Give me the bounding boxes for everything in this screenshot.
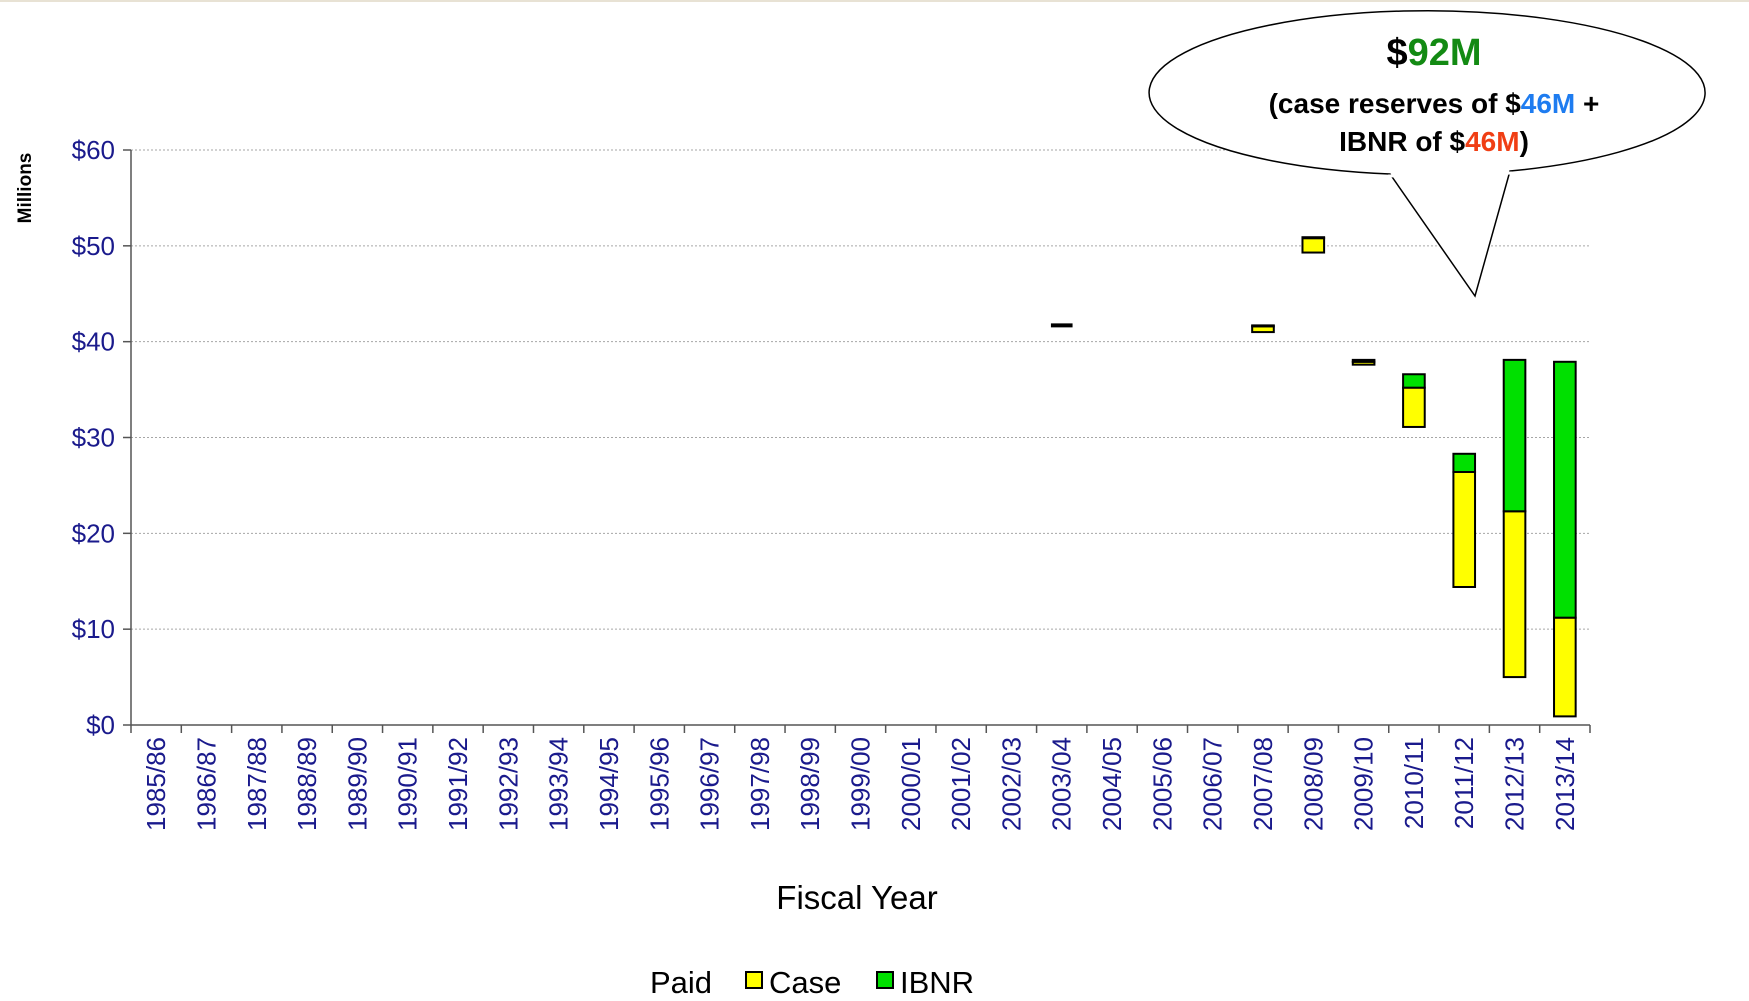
x-tick-label: 2007/08 (1248, 737, 1278, 831)
ibnr-bar (1452, 452, 1477, 473)
x-tick-label: 1987/88 (242, 737, 272, 831)
x-tick-label: 1988/89 (292, 737, 322, 831)
callout-bubble-mask (1387, 171, 1513, 178)
x-tick-label: 1990/91 (393, 737, 423, 831)
callout-ibnr-suffix: ) (1520, 126, 1529, 157)
x-tick-label: 1989/90 (342, 737, 372, 831)
x-tick-label: 1996/97 (695, 737, 725, 831)
y-tick-label: $60 (72, 135, 115, 165)
legend: Paid Case IBNR (650, 965, 974, 1000)
legend-label-case: Case (769, 965, 841, 1000)
x-tick-label: 1992/93 (493, 737, 523, 831)
callout-case-line: (case reserves of $46M + (1269, 88, 1600, 119)
callout-ibnr-line: IBNR of $46M) (1339, 126, 1529, 157)
case-bar (1553, 616, 1577, 718)
x-tick-label: 2010/11 (1399, 737, 1429, 829)
x-tick-label: 2001/02 (946, 737, 976, 831)
y-tick-label: $40 (72, 327, 115, 357)
y-tick-label: $0 (86, 710, 115, 740)
y-axis-label: Millions (15, 153, 36, 224)
x-tick-label: 2008/09 (1298, 737, 1328, 831)
x-tick-label: 1997/98 (745, 737, 775, 831)
y-tick-label: $20 (72, 518, 115, 548)
x-tick-label: 1994/95 (594, 737, 624, 831)
paid-marker (1050, 323, 1073, 328)
ibnr-bar (1502, 358, 1527, 513)
callout-case-suffix: + (1575, 88, 1599, 119)
y-tick-label: $10 (72, 614, 115, 644)
callout-case-text: (case reserves of $ (1269, 88, 1522, 119)
callout: $92M (case reserves of $46M + IBNR of $4… (1148, 9, 1706, 298)
x-tick-label: 1995/96 (644, 737, 674, 831)
x-tick-label: 2005/06 (1147, 737, 1177, 831)
callout-ibnr-text: IBNR of $ (1339, 126, 1465, 157)
ibnr-bar (1351, 358, 1376, 363)
tick-labels: $0 $10 $20 $30 $40 $50 $60 1985/86 1986/87 1987/8… (72, 135, 1580, 831)
case-bar (1402, 386, 1426, 428)
legend-swatch-ibnr (876, 971, 894, 989)
y-tick-label: $30 (72, 423, 115, 453)
x-tick-label: 2012/13 (1500, 737, 1530, 831)
legend-label-paid: Paid (650, 965, 712, 1000)
x-tick-label: 1986/87 (191, 737, 221, 831)
callout-total-prefix: $ (1386, 32, 1407, 74)
ibnr-bar (1402, 373, 1426, 389)
legend-swatch-case (745, 971, 763, 989)
x-tick-label: 1993/94 (544, 737, 574, 831)
bars (1050, 236, 1577, 718)
x-tick-label: 2009/10 (1349, 737, 1379, 831)
x-tick-label: 2003/04 (1047, 737, 1077, 831)
ibnr-bar (1251, 324, 1275, 328)
top-rule (0, 0, 1749, 2)
case-bar (1452, 471, 1477, 588)
legend-label-ibnr: IBNR (900, 965, 974, 1000)
x-tick-label: 2002/03 (996, 737, 1026, 831)
case-bar (1301, 237, 1326, 254)
gridlines (131, 149, 1590, 630)
callout-total: $92M (1386, 32, 1481, 74)
x-axis-label: Fiscal Year (776, 879, 937, 916)
y-tick-label: $50 (72, 231, 115, 261)
axes (123, 149, 1591, 733)
callout-ibnr-value: 46M (1465, 126, 1519, 157)
x-tick-label: 1991/92 (443, 737, 473, 831)
x-tick-label: 1985/86 (141, 737, 171, 831)
case-bar (1502, 510, 1527, 679)
x-tick-label: 1999/00 (846, 737, 876, 831)
x-tick-label: 2013/14 (1550, 737, 1580, 831)
callout-total-value: 92M (1408, 32, 1482, 74)
callout-case-value: 46M (1521, 88, 1575, 119)
x-tick-label: 1998/99 (795, 737, 825, 831)
x-tick-label: 2000/01 (896, 737, 926, 831)
x-tick-label: 2006/07 (1198, 737, 1228, 831)
ibnr-bar (1301, 236, 1326, 240)
callout-bubble (1148, 9, 1706, 298)
x-tick-label: 2011/12 (1449, 737, 1479, 829)
ibnr-bar (1553, 360, 1577, 619)
x-tick-label: 2004/05 (1097, 737, 1127, 831)
